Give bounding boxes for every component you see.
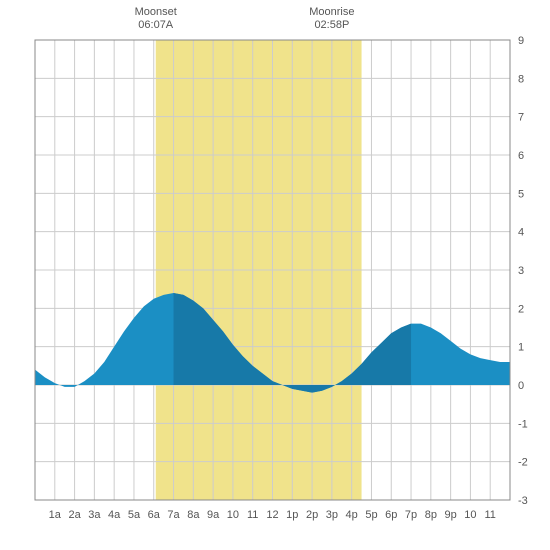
x-tick-label: 9p (445, 509, 457, 521)
moonset-label: Moonset06:07A (126, 6, 186, 32)
event-time: 02:58P (302, 19, 362, 32)
x-tick-label: 7a (167, 509, 180, 521)
x-tick-label: 10 (464, 509, 476, 521)
x-tick-label: 4a (108, 509, 121, 521)
event-time: 06:07A (126, 19, 186, 32)
y-tick-label: 7 (518, 112, 524, 124)
y-tick-label: 0 (518, 380, 524, 392)
x-tick-label: 3p (326, 509, 338, 521)
x-tick-label: 8p (425, 509, 437, 521)
x-tick-label: 1p (286, 509, 298, 521)
x-tick-label: 3a (88, 509, 101, 521)
y-tick-label: 9 (518, 35, 524, 47)
x-tick-label: 10 (227, 509, 239, 521)
x-tick-label: 2a (68, 509, 81, 521)
x-tick-label: 11 (484, 509, 495, 521)
x-tick-label: 7p (405, 509, 417, 521)
x-tick-label: 12 (266, 509, 278, 521)
x-tick-label: 9a (207, 509, 220, 521)
y-tick-label: 1 (518, 342, 524, 354)
y-tick-label: -3 (518, 495, 528, 507)
x-tick-label: 6p (385, 509, 397, 521)
x-tick-label: 6a (148, 509, 161, 521)
x-tick-label: 11 (247, 509, 258, 521)
tide-chart: -3-2-101234567891a2a3a4a5a6a7a8a9a101112… (0, 0, 550, 550)
x-tick-label: 8a (187, 509, 200, 521)
x-tick-label: 2p (306, 509, 318, 521)
y-tick-label: 8 (518, 73, 524, 85)
event-title: Moonrise (302, 6, 362, 19)
event-title: Moonset (126, 6, 186, 19)
y-tick-label: -1 (518, 418, 528, 430)
y-tick-label: 2 (518, 303, 524, 315)
x-tick-label: 4p (346, 509, 358, 521)
x-tick-label: 1a (49, 509, 62, 521)
moonrise-label: Moonrise02:58P (302, 6, 362, 32)
x-tick-label: 5p (365, 509, 377, 521)
y-tick-label: 3 (518, 265, 524, 277)
x-tick-label: 5a (128, 509, 141, 521)
y-tick-label: 6 (518, 150, 524, 162)
y-tick-label: -2 (518, 457, 528, 469)
y-tick-label: 4 (518, 227, 524, 239)
chart-svg: -3-2-101234567891a2a3a4a5a6a7a8a9a101112… (0, 0, 550, 550)
y-tick-label: 5 (518, 188, 524, 200)
